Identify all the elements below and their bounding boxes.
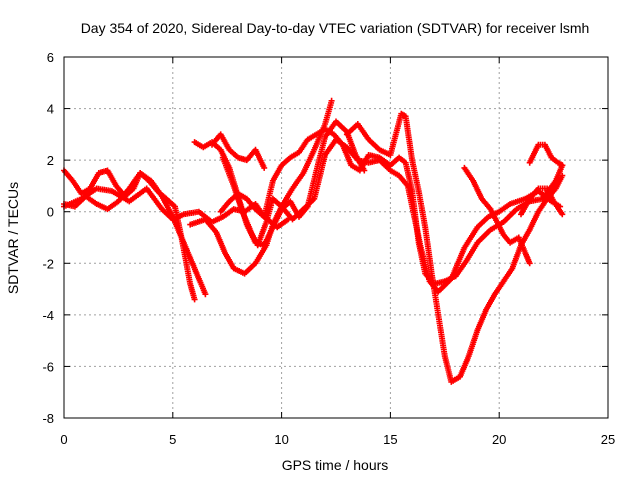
x-tick-label: 10 [274,432,288,447]
plus-markers [526,141,566,169]
series-track-12 [526,141,566,169]
y-tick-label: 4 [47,102,54,117]
axis-ticks: 0 5 10 15 20 25 -8 -6 -4 -2 0 2 4 6 [42,50,615,447]
y-tick-label: -2 [42,256,54,271]
plus-markers [219,136,564,295]
plus-markers [217,126,566,287]
plus-markers [343,110,566,385]
x-tick-label: 5 [169,432,176,447]
series-track-7 [219,136,564,295]
x-tick-label: 15 [383,432,397,447]
y-tick-label: 6 [47,50,54,65]
plus-markers [518,185,566,218]
chart-title: Day 354 of 2020, Sidereal Day-to-day VTE… [81,20,590,36]
y-tick-label: 0 [47,205,54,220]
y-tick-label: -4 [42,308,54,323]
y-tick-label: -6 [42,359,54,374]
y-tick-label: -8 [42,411,54,426]
plus-markers [209,131,268,171]
series-track-10 [461,164,533,267]
plus-markers [461,164,533,267]
series-track-6 [209,131,268,171]
series-track-11 [518,185,566,218]
x-axis-label: GPS time / hours [282,457,389,473]
y-tick-label: 2 [47,153,54,168]
x-tick-label: 0 [60,432,67,447]
grid-lines [64,57,608,418]
x-tick-label: 25 [601,432,615,447]
x-tick-label: 20 [492,432,506,447]
series-track-8 [217,126,566,287]
plot-frame [63,56,609,419]
data-points [61,97,566,385]
y-axis-label: SDTVAR / TECUs [5,182,21,294]
series-track-9 [343,110,566,385]
